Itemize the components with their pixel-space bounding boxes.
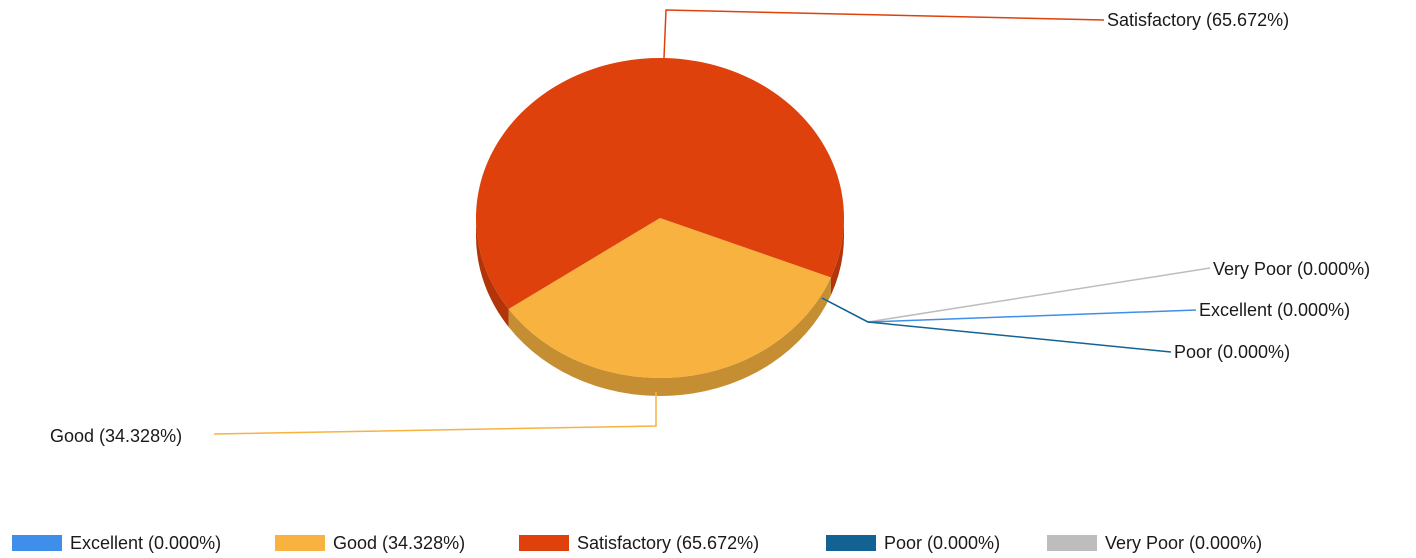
legend-swatch-very-poor <box>1047 535 1097 551</box>
data-label-very-poor: Very Poor (0.000%) <box>1213 259 1370 279</box>
pie-depth-satisfactory <box>830 218 844 296</box>
legend-item-excellent[interactable]: Excellent (0.000%) <box>12 528 221 558</box>
pie-depth <box>476 218 844 397</box>
legend-swatch-poor <box>826 535 876 551</box>
legend-label-poor: Poor (0.000%) <box>884 532 1001 553</box>
pie-depth-good <box>508 277 831 397</box>
legend-item-satisfactory[interactable]: Satisfactory (65.672%) <box>519 528 759 558</box>
legend-swatch-excellent <box>12 535 62 551</box>
leader-lines <box>213 9 1211 435</box>
data-label-excellent: Excellent (0.000%) <box>1199 300 1350 320</box>
pie-slice-satisfactory[interactable] <box>475 58 844 309</box>
legend-item-good[interactable]: Good (34.328%) <box>275 528 465 558</box>
leader-line-poor <box>821 297 1172 353</box>
legend: Excellent (0.000%) Good (34.328%) Satisf… <box>0 528 1416 558</box>
legend-swatch-good <box>275 535 325 551</box>
legend-label-good: Good (34.328%) <box>333 532 466 553</box>
leader-line-good <box>213 392 657 435</box>
legend-swatch-satisfactory <box>519 535 569 551</box>
legend-label-satisfactory: Satisfactory (65.672%) <box>577 532 760 553</box>
leader-line-very-poor <box>821 267 1211 323</box>
pie-slice-good[interactable] <box>508 218 831 378</box>
legend-item-very-poor[interactable]: Very Poor (0.000%) <box>1047 528 1262 558</box>
data-label-satisfactory: Satisfactory (65.672%) <box>1107 10 1289 30</box>
data-label-poor: Poor (0.000%) <box>1174 342 1290 362</box>
leader-line-excellent <box>821 297 1197 323</box>
pie-slices <box>475 58 844 378</box>
pie-depth-satisfactory <box>476 218 509 327</box>
legend-label-excellent: Excellent (0.000%) <box>70 532 222 553</box>
legend-item-poor[interactable]: Poor (0.000%) <box>826 528 1000 558</box>
data-label-good: Good (34.328%) <box>50 426 182 446</box>
legend-label-very-poor: Very Poor (0.000%) <box>1105 532 1263 553</box>
leader-line-satisfactory <box>663 9 1105 59</box>
